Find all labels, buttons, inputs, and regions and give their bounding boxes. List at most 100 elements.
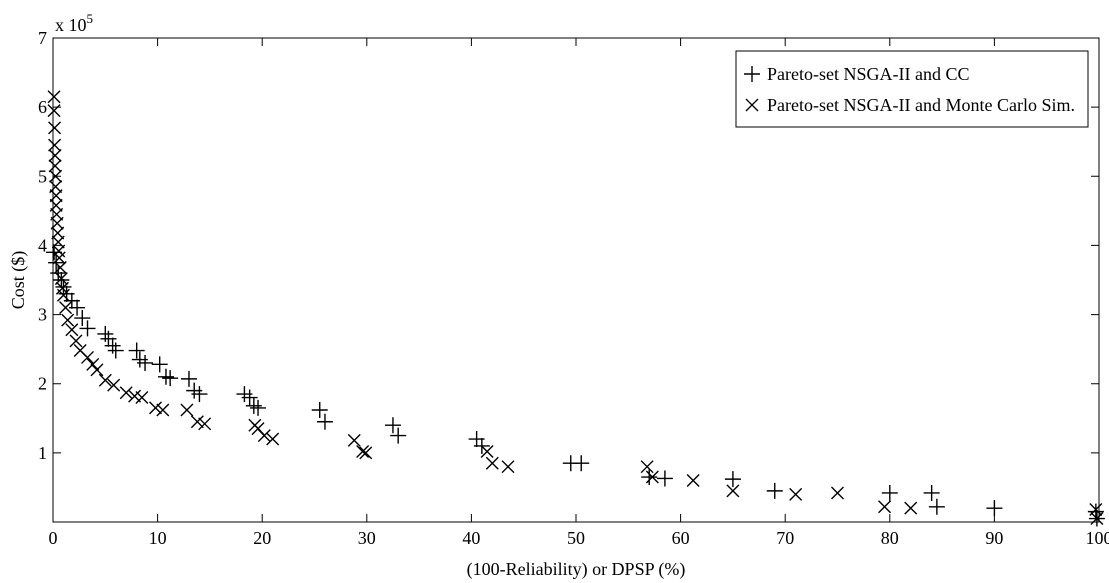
x-tick-label: 70 (776, 528, 794, 548)
point-cc (151, 356, 168, 373)
point-monte-carlo (485, 456, 499, 470)
point-monte-carlo (686, 474, 700, 488)
point-monte-carlo (257, 429, 271, 443)
point-cc (724, 471, 741, 488)
point-cc (986, 500, 1003, 517)
point-monte-carlo (48, 149, 62, 163)
point-monte-carlo (904, 501, 918, 515)
x-axis-title: (100-Reliability) or DPSP (%) (467, 559, 686, 580)
x-tick-label: 80 (881, 528, 899, 548)
point-monte-carlo (501, 460, 515, 474)
point-monte-carlo (198, 417, 212, 431)
point-cc (311, 401, 328, 418)
legend-marker-cross (745, 98, 759, 112)
y-multiplier-label: x 105 (55, 11, 93, 35)
point-monte-carlo (640, 460, 654, 474)
point-monte-carlo (107, 378, 121, 392)
point-monte-carlo (135, 391, 149, 405)
point-monte-carlo (789, 487, 803, 501)
point-cc (384, 417, 401, 434)
point-monte-carlo (86, 357, 100, 371)
point-cc (923, 484, 940, 501)
point-cc (107, 342, 124, 359)
point-cc (128, 342, 145, 359)
point-monte-carlo (56, 288, 70, 302)
point-cc (191, 386, 208, 403)
point-monte-carlo (61, 313, 75, 327)
point-monte-carlo (49, 189, 63, 203)
point-monte-carlo (356, 444, 370, 458)
axis-ticks (52, 37, 1100, 522)
point-monte-carlo (156, 403, 170, 417)
legend-label-cc: Pareto-set NSGA-II and CC (767, 64, 969, 84)
point-cc (79, 320, 96, 337)
point-monte-carlo (878, 500, 892, 514)
point-monte-carlo (49, 169, 63, 183)
tick-labels: 0 10 20 30 40 50 60 70 80 90 100 1 2 3 4 5 6 7 (38, 28, 1109, 548)
point-monte-carlo (726, 484, 740, 498)
point-monte-carlo (53, 261, 67, 275)
plot-area-frame (52, 37, 1100, 523)
point-cc (104, 337, 121, 354)
point-monte-carlo (59, 301, 73, 315)
point-cc (100, 330, 117, 347)
point-monte-carlo (347, 433, 361, 447)
x-tick-label: 10 (149, 528, 167, 548)
point-cc (656, 470, 673, 487)
y-tick-label: 4 (38, 235, 47, 255)
point-monte-carlo (47, 90, 61, 104)
point-monte-carlo (180, 403, 194, 417)
point-cc (641, 469, 658, 486)
point-cc (157, 368, 174, 385)
x-tick-label: 90 (985, 528, 1003, 548)
y-tick-label: 3 (38, 305, 47, 325)
point-cc (74, 310, 91, 327)
y-tick-label: 7 (38, 28, 47, 48)
point-cc (245, 397, 262, 414)
point-monte-carlo (69, 334, 83, 348)
point-monte-carlo (98, 373, 112, 387)
y-tick-label: 2 (38, 374, 47, 394)
legend-plus-mark (744, 66, 760, 82)
x-tick-label: 60 (672, 528, 690, 548)
point-cc (881, 484, 898, 501)
point-cc (97, 325, 114, 342)
point-cc (241, 389, 258, 406)
x-tick-label: 100 (1086, 528, 1109, 548)
legend-label-monte-carlo: Pareto-set NSGA-II and Monte Carlo Sim. (767, 95, 1075, 115)
x-tick-label: 50 (567, 528, 585, 548)
legend: Pareto-set NSGA-II and CC Pareto-set NSG… (735, 50, 1089, 128)
point-cc (162, 370, 179, 387)
point-cc (766, 482, 783, 499)
point-monte-carlo (48, 121, 62, 135)
point-cc (53, 272, 70, 288)
legend-marker-plus (744, 66, 760, 82)
point-monte-carlo (149, 401, 163, 415)
point-cc (180, 370, 197, 387)
point-monte-carlo (831, 486, 844, 500)
point-monte-carlo (119, 386, 133, 400)
point-monte-carlo (266, 432, 280, 446)
point-monte-carlo (190, 415, 204, 429)
point-monte-carlo (48, 159, 62, 173)
point-monte-carlo (645, 470, 659, 484)
legend-cross-mark (745, 98, 759, 112)
y-tick-label: 1 (38, 443, 47, 463)
y-tick-label: 6 (38, 97, 47, 117)
point-monte-carlo (81, 350, 95, 364)
point-cc (316, 413, 333, 430)
y-axis-title: Cost ($) (8, 251, 29, 310)
x-tick-label: 30 (358, 528, 376, 548)
point-monte-carlo (1090, 512, 1104, 526)
y-tick-label: 5 (38, 166, 47, 186)
x-tick-label: 20 (253, 528, 271, 548)
x-tick-label: 40 (462, 528, 480, 548)
point-monte-carlo (90, 363, 104, 377)
point-monte-carlo (48, 138, 62, 152)
x-tick-label: 0 (49, 528, 58, 548)
point-cc (928, 498, 945, 515)
legend-box (735, 50, 1089, 128)
point-cc (250, 399, 267, 416)
y-multiplier-exponent: 5 (87, 11, 94, 26)
